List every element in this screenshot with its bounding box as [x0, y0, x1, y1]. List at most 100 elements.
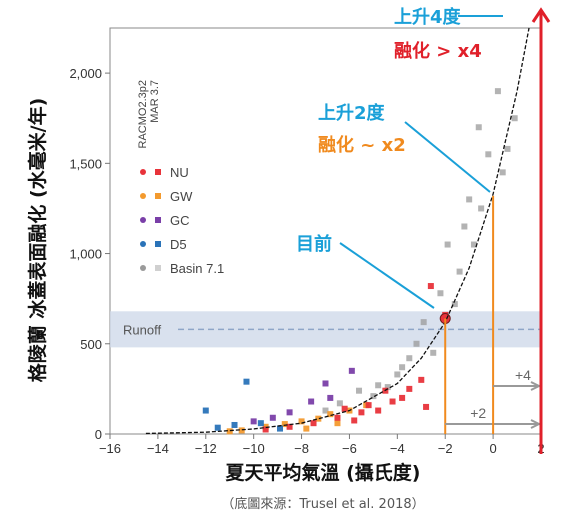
x-tick-label: −10 [243, 441, 265, 456]
plus2-pointer [404, 121, 491, 193]
data-point-gc [269, 414, 276, 421]
data-point-basin-7-1 [475, 124, 482, 131]
data-point-basin-7-1 [413, 340, 420, 347]
data-point-nu [310, 420, 317, 427]
data-point-gc [348, 367, 355, 374]
legend-marker-model [140, 241, 146, 247]
data-point-basin-7-1 [399, 364, 406, 371]
data-point-basin-7-1 [470, 241, 477, 248]
data-point-gc [250, 418, 257, 425]
x-tick-label: −8 [294, 441, 309, 456]
legend-label: D5 [170, 237, 187, 252]
x-tick-label: −16 [99, 441, 121, 456]
legend-label: GC [170, 213, 190, 228]
data-point-nu [406, 385, 413, 392]
x-tick-label: −12 [195, 441, 217, 456]
data-point-nu [427, 283, 434, 290]
data-point-nu [365, 402, 372, 409]
legend-marker-obs [155, 193, 161, 199]
data-point-nu [399, 394, 406, 401]
data-point-d5 [202, 407, 209, 414]
data-point-basin-7-1 [485, 151, 492, 158]
legend-marker-model [140, 217, 146, 223]
legend-label: GW [170, 189, 193, 204]
data-point-basin-7-1 [437, 290, 444, 297]
data-point-nu [418, 376, 425, 383]
data-point-gc [286, 409, 293, 416]
data-point-basin-7-1 [504, 145, 511, 152]
data-point-gc [327, 394, 334, 401]
data-point-gw [281, 421, 288, 428]
annotation-plus2-melt: 融化 ~ x2 [318, 134, 406, 156]
y-axis-ticks: 0 500 1,000 1,500 2,000 [69, 66, 110, 442]
current-pointer [339, 242, 435, 309]
data-point-basin-7-1 [370, 393, 377, 400]
x-tick-label: −6 [342, 441, 357, 456]
annotation-plus4-title: 上升4度 [394, 6, 462, 28]
data-point-d5 [243, 378, 250, 385]
data-point-basin-7-1 [336, 400, 343, 407]
data-point-d5 [257, 420, 264, 427]
scenario-arrow-head [530, 419, 542, 429]
data-point-d5 [277, 425, 284, 432]
data-point-nu [334, 414, 341, 421]
data-point-gw [327, 411, 334, 418]
data-point-basin-7-1 [494, 88, 501, 95]
y-tick-label: 1,500 [69, 156, 102, 171]
legend-label: Basin 7.1 [170, 261, 224, 276]
x-tick-label: −2 [438, 441, 453, 456]
legend-marker-obs [155, 241, 161, 247]
data-point-gc [322, 380, 329, 387]
data-point-d5 [231, 421, 238, 428]
data-point-gw [298, 418, 305, 425]
data-point-basin-7-1 [406, 355, 413, 362]
x-tick-label: 0 [489, 441, 496, 456]
legend: NU GW GC D5 Basin 7.1 [140, 165, 224, 276]
x-tick-label: −14 [147, 441, 169, 456]
legend-marker-model [140, 169, 146, 175]
data-point-nu [358, 409, 365, 416]
runoff-label: Runoff [123, 322, 161, 337]
data-point-basin-7-1 [384, 384, 391, 391]
data-point-nu [375, 407, 382, 414]
data-point-basin-7-1 [375, 382, 382, 389]
data-point-basin-7-1 [322, 407, 329, 414]
data-point-d5 [214, 424, 221, 431]
y-tick-label: 2,000 [69, 66, 102, 81]
data-point-basin-7-1 [478, 205, 485, 212]
y-tick-label: 1,000 [69, 247, 102, 262]
data-point-nu [341, 405, 348, 412]
runoff-band [110, 311, 541, 348]
annotation-plus4-melt: 融化 > x4 [394, 40, 482, 62]
plot-frame [109, 27, 542, 435]
x-axis-ticks: −16−14−12−10−8−6−4−202 [99, 434, 545, 456]
data-point-basin-7-1 [420, 319, 427, 326]
data-point-gw [334, 420, 341, 427]
annotation-current: 目前 [296, 233, 332, 255]
legend-marker-model [140, 265, 146, 271]
scenario-lines: +2 +4 [444, 195, 542, 434]
data-point-nu [423, 403, 430, 410]
model-label-mar: MAR 3.7 [149, 80, 161, 123]
x-axis-title: 夏天平均氣溫 (攝氏度) [226, 461, 421, 484]
data-point-basin-7-1 [394, 371, 401, 378]
legend-marker-obs [155, 169, 161, 175]
source-caption: （底圖來源：Trusel et al. 2018） [221, 496, 424, 512]
data-point-basin-7-1 [461, 223, 468, 230]
data-point-gw [226, 428, 233, 435]
red-arrow-head [531, 7, 551, 23]
scenario-arrow-head [530, 381, 542, 391]
data-point-basin-7-1 [356, 387, 363, 394]
annotation-plus2-title: 上升2度 [318, 102, 386, 124]
legend-marker-obs [155, 217, 161, 223]
data-point-nu [389, 398, 396, 405]
y-tick-label: 0 [95, 427, 102, 442]
data-point-nu [351, 417, 358, 424]
data-point-nu [262, 426, 269, 433]
legend-marker-obs [155, 265, 161, 271]
fit-curve [145, 27, 530, 435]
data-point-basin-7-1 [499, 169, 506, 176]
legend-marker-model [140, 193, 146, 199]
y-axis-title: 格陵蘭 冰蓋表面融化 (水毫米/年) [26, 98, 49, 383]
